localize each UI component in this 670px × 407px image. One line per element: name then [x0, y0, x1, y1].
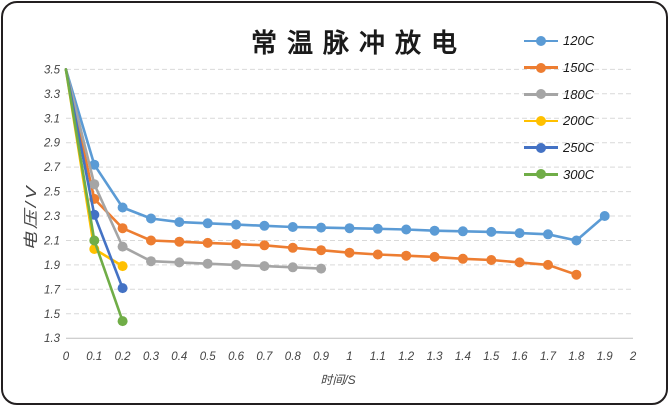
svg-text:1.2: 1.2	[398, 351, 415, 363]
svg-text:0.9: 0.9	[313, 351, 330, 363]
svg-text:0.6: 0.6	[228, 351, 245, 363]
svg-text:1: 1	[346, 351, 352, 363]
svg-text:0.4: 0.4	[171, 351, 187, 363]
svg-text:2.1: 2.1	[43, 236, 60, 248]
svg-text:2: 2	[629, 351, 637, 363]
svg-text:0.3: 0.3	[143, 351, 160, 363]
svg-text:2.3: 2.3	[43, 211, 61, 223]
svg-text:1.3: 1.3	[427, 351, 444, 363]
svg-text:1.4: 1.4	[455, 351, 471, 363]
svg-text:0.5: 0.5	[200, 351, 217, 363]
svg-text:2.9: 2.9	[43, 138, 61, 150]
svg-text:1.6: 1.6	[512, 351, 529, 363]
svg-text:1.9: 1.9	[597, 351, 614, 363]
svg-text:2.5: 2.5	[43, 187, 61, 199]
svg-text:0.2: 0.2	[115, 351, 132, 363]
svg-text:2.7: 2.7	[43, 162, 61, 174]
svg-text:1.3: 1.3	[44, 333, 61, 345]
svg-text:3.3: 3.3	[44, 89, 61, 101]
svg-text:1.5: 1.5	[483, 351, 500, 363]
svg-text:1.7: 1.7	[540, 351, 557, 363]
svg-text:1.1: 1.1	[370, 351, 386, 363]
svg-text:0.8: 0.8	[285, 351, 302, 363]
svg-text:0.7: 0.7	[256, 351, 273, 363]
svg-text:1.7: 1.7	[44, 284, 61, 296]
svg-text:3.5: 3.5	[44, 64, 61, 76]
svg-text:1.5: 1.5	[44, 309, 61, 321]
svg-text:0: 0	[63, 351, 70, 363]
svg-text:1.9: 1.9	[44, 260, 61, 272]
svg-text:3.1: 3.1	[44, 113, 60, 125]
svg-text:0.1: 0.1	[86, 351, 102, 363]
svg-text:1.8: 1.8	[568, 351, 585, 363]
